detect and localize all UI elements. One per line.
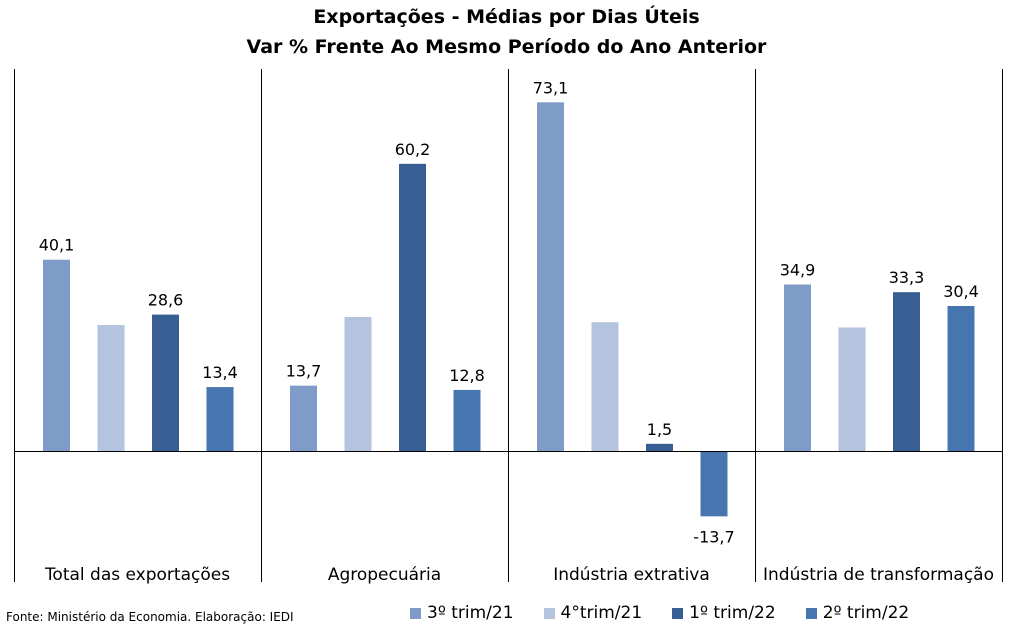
bar (290, 385, 317, 451)
data-label: 73,1 (533, 78, 569, 97)
chart-title: Exportações - Médias por Dias Úteis (313, 6, 700, 28)
data-label: 12,8 (449, 366, 485, 385)
data-label: 60,2 (395, 140, 431, 159)
bar (453, 389, 481, 451)
data-label: 40,1 (39, 236, 75, 255)
category-label: Indústria extrativa (553, 565, 710, 585)
data-label: 13,7 (286, 362, 322, 381)
bar (784, 284, 811, 451)
legend-swatch (410, 607, 421, 619)
bar (344, 316, 372, 451)
legend: 3º trim/21 4°trim/21 1º trim/22 2º trim/… (410, 603, 909, 623)
bar (646, 443, 673, 451)
legend-label: 3º trim/21 (427, 603, 514, 623)
bar (537, 102, 564, 452)
bar-chart: 40,1 28,6 13,4 Total das exportações 13,7 60,… (14, 69, 1003, 585)
chart-subtitle: Var % Frente Ao Mesmo Período do Ano Ant… (246, 36, 767, 58)
bar (206, 387, 234, 451)
legend-swatch (672, 607, 684, 619)
legend-label: 1º trim/22 (689, 603, 776, 623)
data-label: -13,7 (693, 527, 734, 546)
category-label: Total das exportações (44, 565, 230, 585)
source-note: Fonte: Ministério da Economia. Elaboraçã… (6, 610, 294, 624)
bar (893, 292, 920, 451)
data-label: 28,6 (148, 291, 184, 310)
bar (399, 163, 426, 451)
legend-item: 2º trim/22 (805, 603, 910, 623)
legend-label: 4°trim/21 (560, 603, 643, 623)
category-label: Indústria de transformação (763, 565, 994, 585)
data-label: 33,3 (889, 268, 925, 287)
legend-item: 3º trim/21 (410, 603, 514, 623)
legend-swatch (805, 607, 817, 619)
legend-item: 4°trim/21 (543, 603, 643, 623)
bar (152, 314, 179, 451)
data-label: 34,9 (780, 261, 816, 280)
bar (43, 259, 70, 451)
bar (591, 322, 619, 451)
bar (838, 327, 866, 451)
bar (947, 305, 975, 451)
bar (97, 325, 125, 451)
data-label: 13,4 (202, 363, 238, 382)
legend-label: 2º trim/22 (822, 603, 910, 623)
category-label: Agropecuária (328, 565, 441, 585)
legend-item: 1º trim/22 (672, 603, 776, 623)
legend-swatch (543, 607, 555, 619)
bar (700, 451, 728, 517)
data-label: 30,4 (943, 282, 979, 301)
data-label: 1,5 (647, 420, 672, 439)
